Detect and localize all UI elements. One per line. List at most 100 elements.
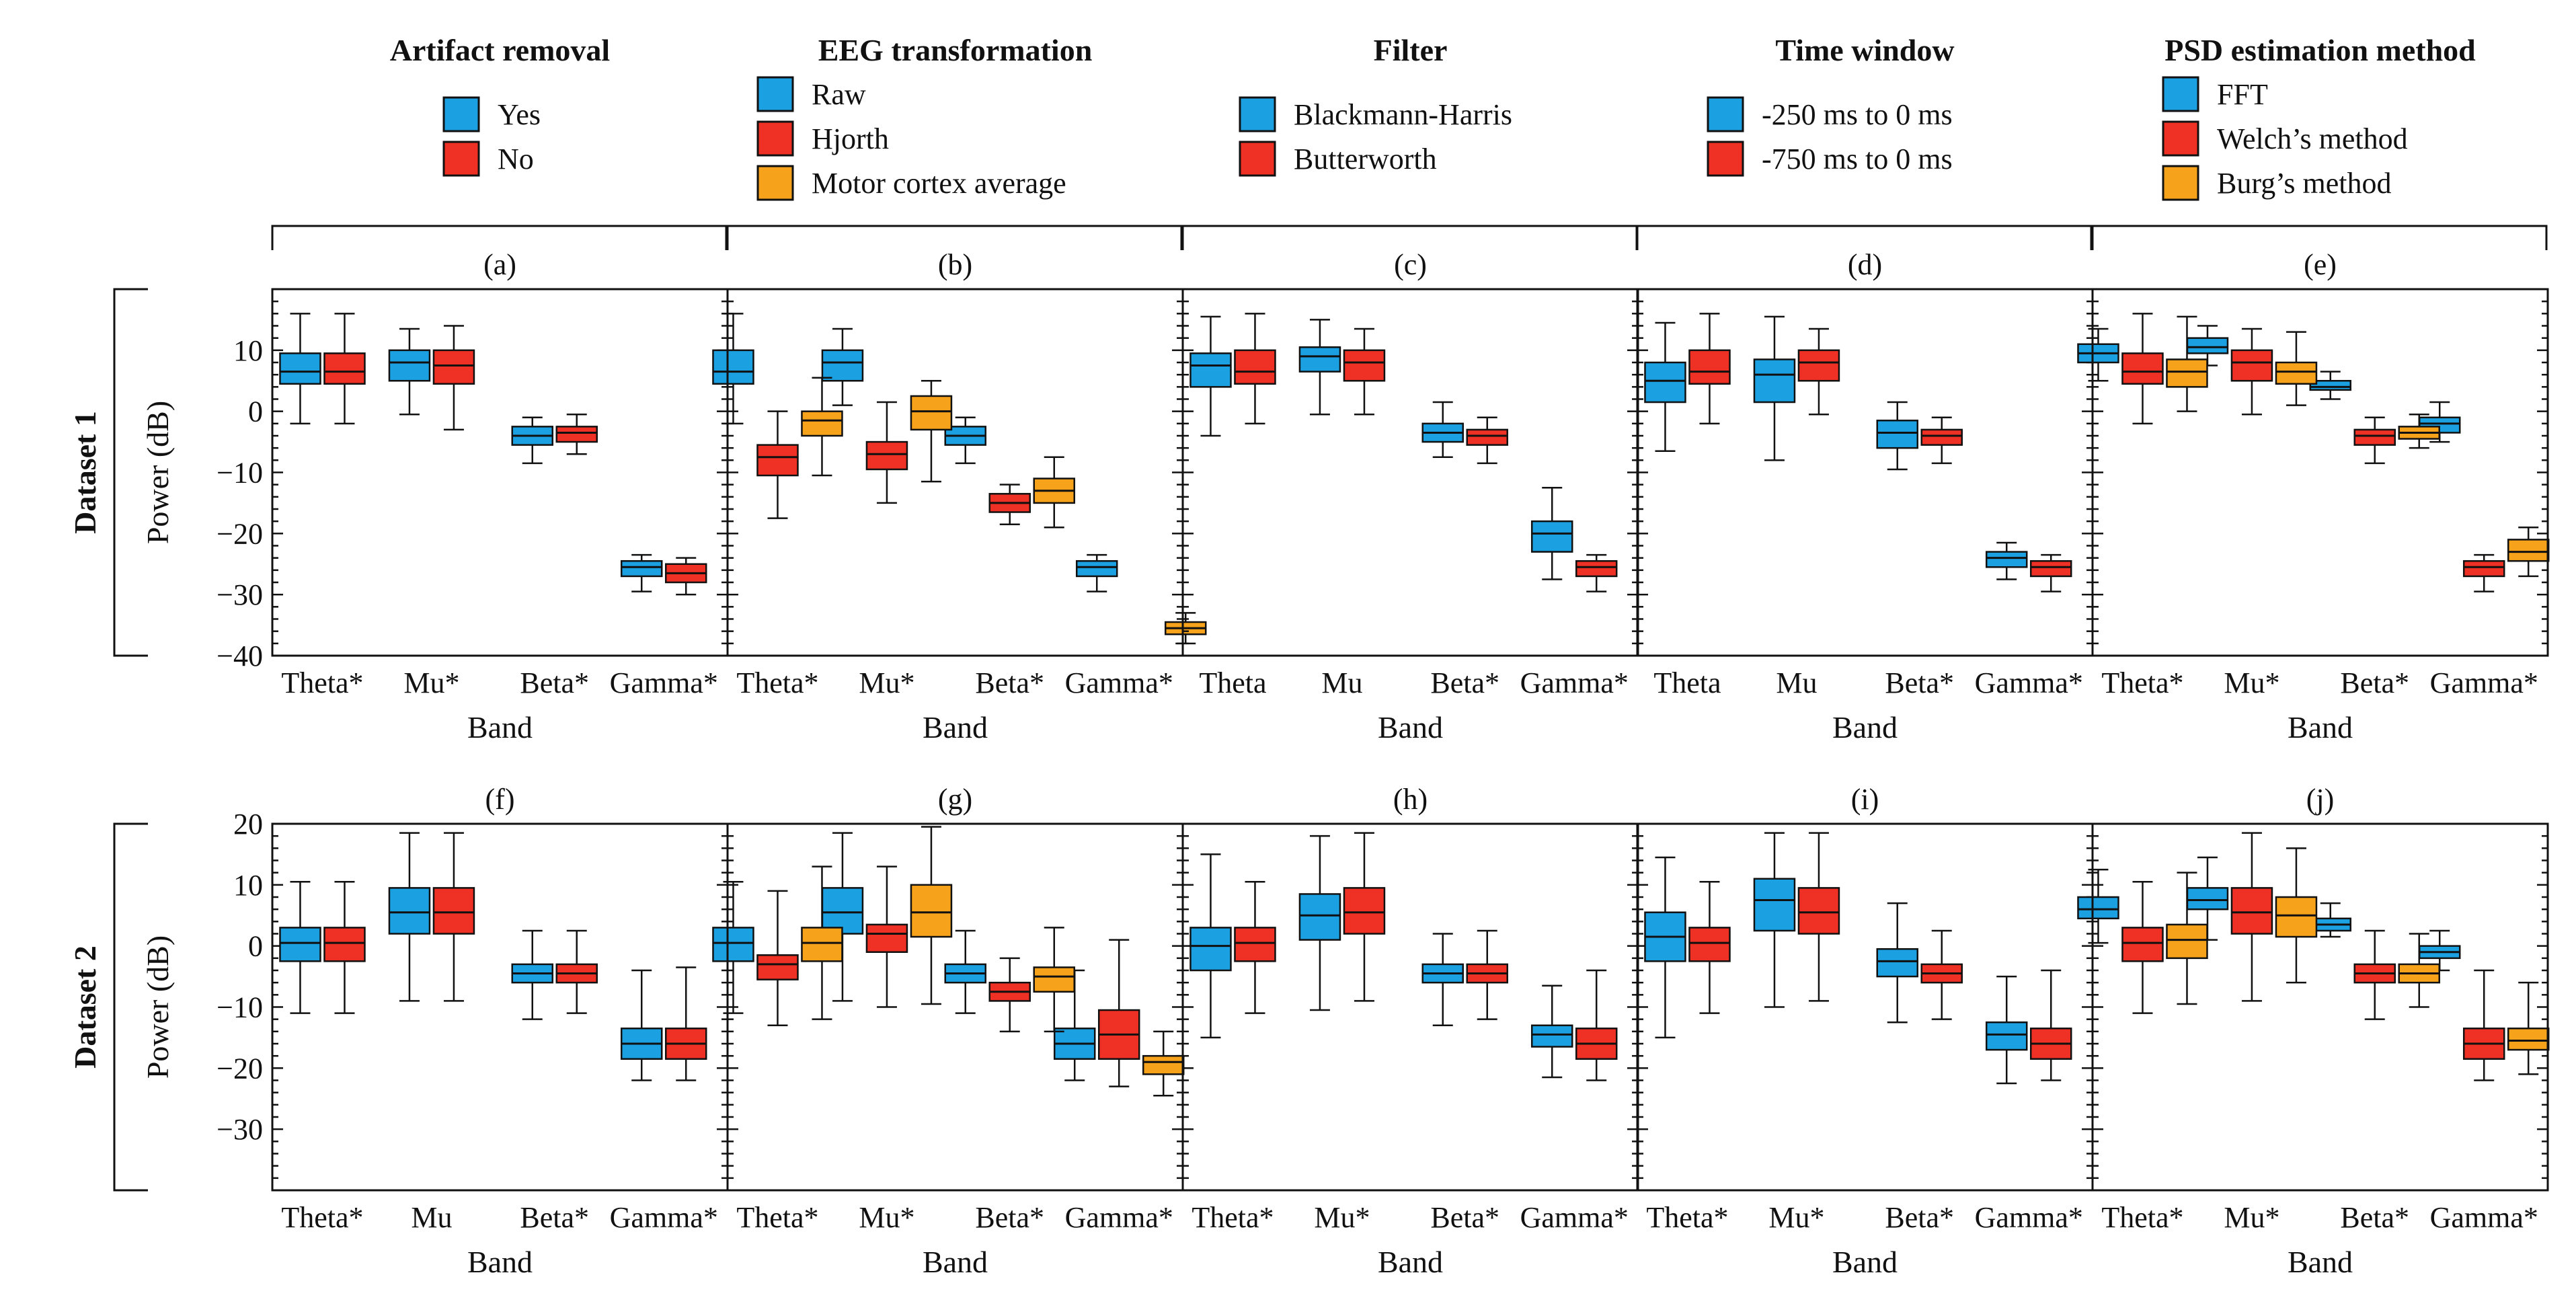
x-axis-label: Band — [2288, 1245, 2353, 1279]
x-tick-label: Gamma* — [2430, 666, 2538, 699]
iqr-box — [2166, 358, 2208, 388]
box-hjorth — [865, 401, 908, 504]
panel-frame — [2091, 822, 2549, 1192]
panel-frame — [271, 288, 729, 657]
x-tick-label: Theta* — [736, 1201, 818, 1234]
panel-frame — [2091, 288, 2549, 657]
x-tick-label: Beta* — [1430, 1201, 1499, 1234]
iqr-box — [2230, 887, 2273, 935]
iqr-box — [620, 559, 663, 578]
legend-label: Hjorth — [812, 122, 889, 155]
box-raw — [944, 929, 986, 1014]
iqr-box — [1920, 428, 1963, 446]
legend-label: Burg’s method — [2217, 167, 2392, 200]
box--750-ms-to-0-ms — [2029, 969, 2072, 1081]
iqr-box — [756, 444, 799, 477]
iqr-box — [1688, 927, 1731, 962]
box-burg-s-method — [2166, 315, 2208, 412]
box--250-ms-to-0-ms — [1644, 856, 1686, 1039]
box-butterworth — [1466, 929, 1508, 1020]
legend-label: Butterworth — [1294, 143, 1437, 176]
legend-swatch — [2162, 76, 2199, 112]
x-tick-label: Theta* — [736, 666, 818, 699]
iqr-box — [1530, 520, 1573, 553]
x-tick-label: Beta* — [1430, 666, 1499, 699]
iqr-box — [1688, 349, 1731, 385]
panel-label: (e) — [2304, 248, 2337, 281]
iqr-box — [2077, 896, 2119, 920]
legend-label: No — [498, 143, 534, 176]
iqr-box — [2353, 428, 2396, 446]
box-butterworth — [1234, 313, 1276, 425]
x-tick-label: Theta* — [1192, 1201, 1274, 1234]
box-raw — [712, 313, 754, 425]
legend-label: Raw — [812, 78, 866, 111]
group-title: EEG transformation — [818, 33, 1093, 67]
box-welch-s-method — [2353, 929, 2396, 1020]
panel-frame — [1636, 822, 2094, 1192]
panel-i: (i) Theta* Mu* Beta* Gamma* Band — [1636, 783, 2094, 1279]
iqr-box — [1189, 352, 1232, 388]
box--750-ms-to-0-ms — [1688, 881, 1731, 1014]
panel-j: (j) Theta* Mu* Beta* Gamma* Band — [2077, 783, 2550, 1279]
panel-frame — [271, 822, 729, 1192]
y-tick-label: −40 — [217, 640, 263, 672]
panel-e: (e) Theta* Mu* Beta* Gamma* Band — [2077, 248, 2550, 744]
box-motor-cortex-average — [801, 377, 843, 477]
legend-label: Yes — [498, 98, 541, 131]
box-motor-cortex-average — [1164, 612, 1207, 645]
box-blackmann-harris — [1298, 835, 1341, 1011]
box-yes — [620, 969, 663, 1081]
x-tick-label: Beta* — [2340, 666, 2409, 699]
box-no — [555, 929, 598, 1014]
x-tick-label: Beta* — [1885, 666, 1954, 699]
x-axis-label: Band — [2288, 710, 2353, 744]
iqr-box — [2029, 559, 2072, 578]
group-title: Artifact removal — [390, 33, 610, 67]
x-axis-label: Band — [1378, 710, 1443, 744]
box-no — [323, 313, 366, 425]
x-tick-label: Beta* — [2340, 1201, 2409, 1234]
box-welch-s-method — [2353, 416, 2396, 465]
box-fft — [2186, 325, 2229, 366]
group-title: Filter — [1374, 33, 1448, 67]
box-butterworth — [1234, 881, 1276, 1014]
iqr-box — [910, 884, 953, 938]
group-bracket — [2091, 225, 2548, 250]
iqr-box — [1075, 559, 1118, 578]
box-hjorth — [756, 890, 799, 1026]
box-welch-s-method — [2230, 327, 2273, 416]
box-burg-s-method — [2507, 527, 2550, 578]
box-welch-s-method — [2121, 881, 2164, 1014]
legend-swatch — [756, 165, 794, 201]
x-axis-label: Band — [467, 1245, 533, 1279]
legend-swatch — [2162, 165, 2199, 201]
panel-a: (a) 10 0 −10 −20 −30 −40 Theta* Mu* Beta* Gamma* Ba… — [217, 248, 729, 744]
box--250-ms-to-0-ms — [1985, 541, 2028, 580]
legend-label: Welch’s method — [2217, 122, 2408, 155]
iqr-box — [2507, 539, 2550, 562]
box-butterworth — [1466, 416, 1508, 465]
panel-frame — [726, 822, 1184, 1192]
box-burg-s-method — [2398, 413, 2440, 449]
panel-label: (c) — [1394, 248, 1427, 281]
x-tick-label: Gamma* — [1520, 1201, 1629, 1234]
x-tick-label: Gamma* — [1065, 666, 1173, 699]
x-axis-label: Band — [1378, 1245, 1443, 1279]
panel-frame — [1636, 288, 2094, 657]
iqr-box — [2462, 559, 2505, 578]
box-burg-s-method — [2275, 331, 2318, 406]
x-axis-label: Band — [923, 710, 988, 744]
x-tick-label: Gamma* — [610, 666, 718, 699]
group-bracket — [1636, 225, 2093, 250]
box-yes — [279, 881, 321, 1014]
box-burg-s-method — [2275, 847, 2318, 984]
x-tick-label: Beta* — [975, 666, 1044, 699]
x-tick-label: Theta — [1653, 666, 1721, 699]
y-tick-label: 20 — [233, 808, 263, 841]
x-axis-label: Band — [1832, 710, 1898, 744]
y-axis-label: Power (dB) — [141, 935, 175, 1079]
group-bracket — [1181, 225, 1638, 250]
iqr-box — [712, 349, 754, 385]
